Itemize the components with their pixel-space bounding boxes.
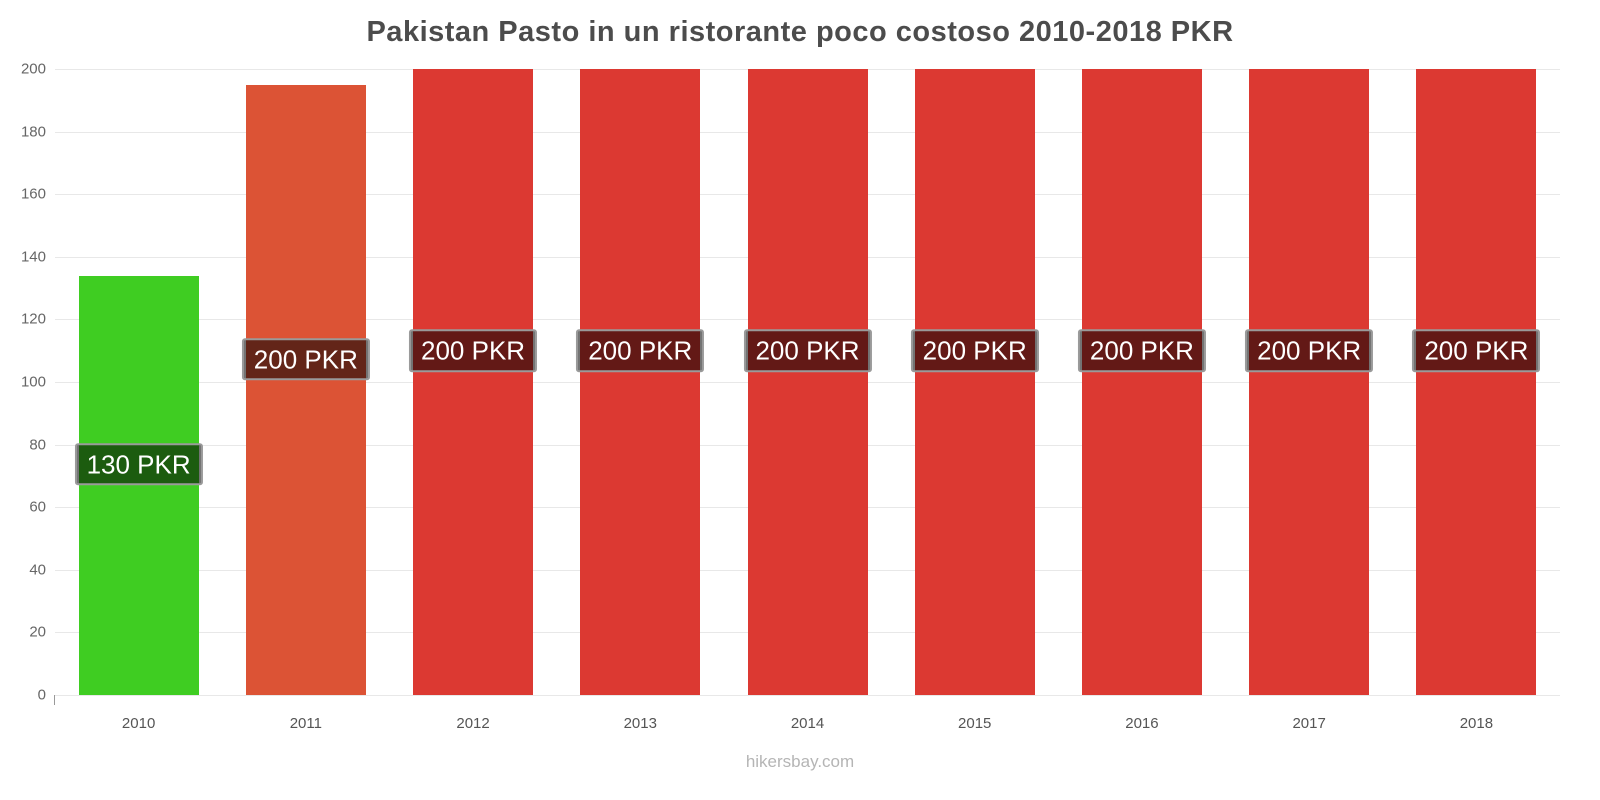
x-axis-tick-label: 2017 (1292, 715, 1326, 732)
x-axis-tick-label: 2013 (623, 715, 657, 732)
bar-value-label: 200 PKR (1245, 329, 1374, 372)
bar-2018: 200 PKR (1412, 69, 1541, 695)
y-axis-tick-label: 0 (37, 686, 46, 704)
x-axis-tick-label: 2016 (1125, 715, 1159, 732)
bar-value-label: 200 PKR (409, 329, 538, 372)
grid-line (55, 695, 1560, 696)
bar-value-label: 130 PKR (74, 443, 203, 486)
bar-2011: 200 PKR (241, 84, 370, 695)
bar-2015: 200 PKR (910, 69, 1039, 695)
bar-value-label: 200 PKR (1412, 329, 1541, 372)
x-axis-tick-label: 2014 (790, 715, 825, 732)
bar-value-label: 200 PKR (743, 329, 872, 372)
y-axis-tick-label: 180 (20, 123, 46, 141)
x-axis-tick-label: 2011 (289, 715, 322, 732)
x-axis-tick-label: 2012 (456, 715, 490, 732)
y-axis-tick-label: 20 (29, 623, 46, 641)
y-axis-tick-label: 60 (29, 498, 46, 516)
y-axis-tick-label: 80 (29, 436, 46, 454)
x-axis-origin-tick (54, 695, 55, 705)
y-axis-tick-label: 100 (20, 373, 46, 391)
bar-2014: 200 PKR (743, 69, 872, 695)
x-axis-tick-label: 2015 (958, 715, 992, 732)
bar-2012: 200 PKR (409, 69, 538, 695)
y-axis-tick-label: 200 (20, 60, 46, 78)
chart-footer-watermark: hikersbay.com (745, 752, 855, 771)
bar-value-label: 200 PKR (576, 329, 705, 372)
plot-area: 130 PKR 200 PKR 200 PKR 200 PKR 200 PKR 200 P… (55, 69, 1560, 696)
bar-value-label: 200 PKR (1077, 329, 1206, 372)
x-axis-tick-label: 2018 (1459, 715, 1494, 732)
y-axis-tick-label: 40 (29, 561, 46, 579)
y-axis-tick-label: 120 (20, 310, 46, 328)
bar-value-label: 200 PKR (910, 329, 1039, 372)
bar-2010: 130 PKR (74, 275, 203, 695)
x-axis-tick-label: 2010 (121, 715, 156, 732)
bar-value-label: 200 PKR (241, 338, 370, 381)
bar-2013: 200 PKR (576, 69, 705, 695)
y-axis-tick-label: 140 (20, 248, 46, 266)
y-axis-tick-label: 160 (20, 185, 46, 203)
bar-2017: 200 PKR (1245, 69, 1374, 695)
chart-title: Pakistan Pasto in un ristorante poco cos… (366, 16, 1234, 48)
bar-2016: 200 PKR (1077, 69, 1206, 695)
